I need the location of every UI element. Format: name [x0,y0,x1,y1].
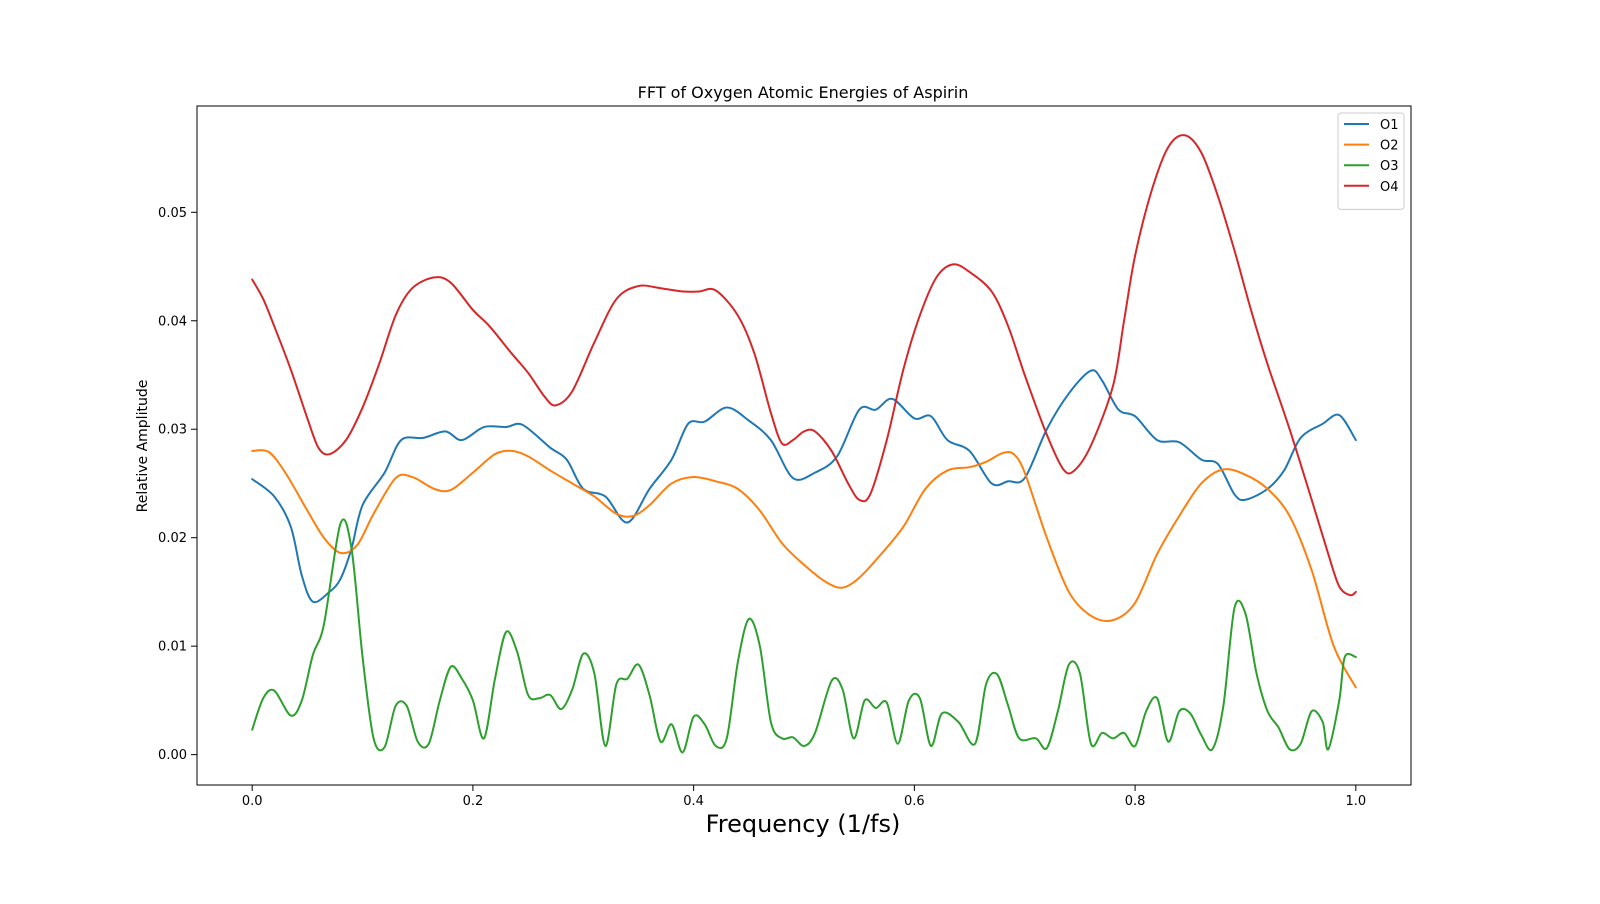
legend-label: O4 [1380,180,1399,195]
y-tick-label: 0.02 [158,531,187,546]
x-tick-label: 0.8 [1125,794,1146,809]
legend-label: O1 [1380,118,1399,133]
series-line-o2 [251,449,1357,689]
legend-item-o2: O2 [1344,139,1399,154]
x-tick-label: 1.0 [1345,794,1366,809]
y-axis-label: Relative Amplitude [135,380,151,513]
plot-lines [251,134,1357,754]
series-line-o3 [251,518,1357,754]
plot-area-frame [196,105,1412,786]
legend-label: O2 [1380,139,1399,154]
x-axis-label: Frequency (1/fs) [706,810,901,838]
x-tick-label: 0.2 [463,794,484,809]
legend-label: O3 [1380,159,1399,174]
y-tick-label: 0.00 [158,748,187,763]
x-tick-label: 0.6 [904,794,925,809]
legend-item-o1: O1 [1344,118,1399,133]
y-axis-ticks: 0.00 0.01 0.02 0.03 0.04 0.05 [158,206,197,763]
legend-item-o3: O3 [1344,159,1399,174]
y-tick-label: 0.03 [158,423,187,438]
y-tick-label: 0.05 [158,206,187,221]
y-tick-label: 0.01 [158,640,187,655]
x-tick-label: 0.0 [242,794,263,809]
x-axis-ticks: 0.0 0.2 0.4 0.6 0.8 1.0 [242,785,1366,809]
legend: O1 O2 O3 O4 [1337,112,1405,210]
legend-item-o4: O4 [1344,180,1399,195]
y-tick-label: 0.04 [158,314,187,329]
chart-title: FFT of Oxygen Atomic Energies of Aspirin [638,83,969,102]
series-line-o4 [251,134,1357,597]
x-tick-label: 0.4 [683,794,704,809]
series-line-o1 [251,369,1357,604]
